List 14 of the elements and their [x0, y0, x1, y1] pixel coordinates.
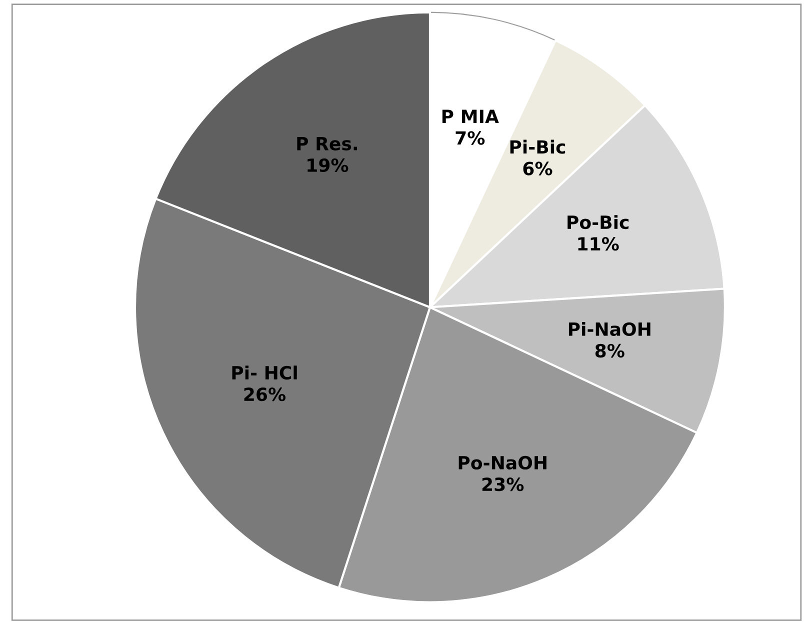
slice-label: P MIA	[442, 110, 499, 123]
data-label: 19%	[308, 158, 348, 172]
slice-label: Pi-NaOH	[568, 322, 650, 336]
slice-label: P Res.	[297, 137, 357, 150]
data-label: 26%	[244, 388, 286, 402]
slice-label: Pi-Bic	[510, 140, 566, 154]
data-label: 8%	[595, 344, 624, 358]
data-label: 11%	[578, 237, 619, 251]
slice-label: Pi- HCl	[232, 366, 297, 380]
slice-label: Po-Bic	[568, 215, 629, 230]
data-label: 6%	[523, 162, 552, 176]
data-label: 23%	[482, 477, 524, 492]
slice-label: Po-NaOH	[458, 456, 546, 470]
data-label: 7%	[456, 131, 485, 145]
